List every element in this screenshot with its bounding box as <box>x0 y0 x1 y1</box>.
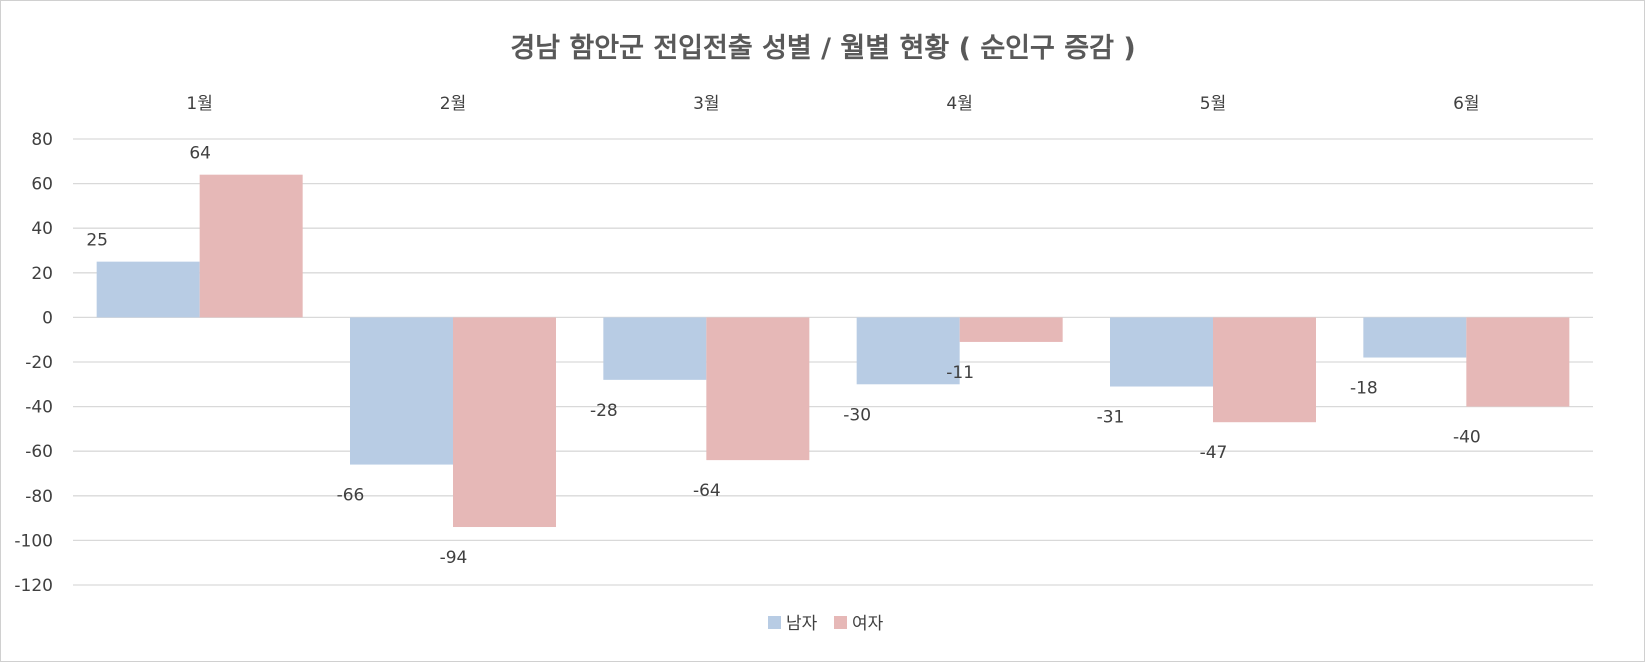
data-label: -40 <box>1453 428 1481 448</box>
bar <box>856 317 960 385</box>
y-tick-label: 60 <box>31 175 53 195</box>
category-label: 1월 <box>186 94 212 114</box>
data-label: -30 <box>843 405 871 425</box>
y-tick-label: -100 <box>14 531 53 551</box>
legend-swatch <box>768 616 781 629</box>
y-tick-label: -20 <box>25 353 53 373</box>
category-label: 4월 <box>946 94 972 114</box>
data-label: -94 <box>440 548 468 568</box>
category-label: 6월 <box>1453 94 1479 114</box>
data-label: -66 <box>337 486 365 506</box>
y-axis-ticks: 80 60 40 20 0 -20 -40 -60 -80 -100 -120 <box>14 130 53 596</box>
bar <box>350 317 453 465</box>
data-label: -11 <box>946 363 974 383</box>
bar <box>706 317 810 461</box>
y-tick-label: 80 <box>31 130 53 150</box>
bar <box>1466 317 1570 407</box>
y-tick-label: -60 <box>25 442 53 462</box>
bar <box>1110 317 1213 387</box>
y-tick-label: 0 <box>42 308 53 328</box>
data-label: 64 <box>189 144 211 164</box>
data-label: -18 <box>1350 379 1378 399</box>
legend-swatch <box>834 616 847 629</box>
category-label: 2월 <box>440 94 466 114</box>
data-label: -47 <box>1200 443 1228 463</box>
bar <box>96 261 200 318</box>
y-tick-label: -40 <box>25 398 53 418</box>
legend: 남자 여자 <box>768 614 884 634</box>
bar <box>1363 317 1467 358</box>
data-label: -64 <box>693 481 721 501</box>
bar <box>453 317 556 528</box>
y-tick-label: 20 <box>31 264 53 284</box>
legend-label: 남자 <box>786 614 818 634</box>
category-label: 5월 <box>1200 94 1226 114</box>
category-labels: 1월 2월 3월 4월 5월 6월 <box>186 94 1479 114</box>
bar <box>603 317 707 380</box>
gridlines <box>73 138 1593 586</box>
data-labels: 25 64 -66 -94 -28 -64 -30 -11 -31 -47 -18 -40 <box>86 144 1480 568</box>
bar <box>959 317 1063 342</box>
bar <box>1213 317 1316 423</box>
chart-title: 경남 함안군 전입전출 성별 / 월별 현황 ( 순인구 증감 ) <box>510 33 1135 64</box>
legend-label: 여자 <box>852 614 884 634</box>
y-tick-label: -80 <box>25 487 53 507</box>
data-label: -31 <box>1097 408 1125 428</box>
category-label: 3월 <box>693 94 719 114</box>
y-tick-label: -120 <box>14 576 53 596</box>
bar <box>199 174 303 318</box>
data-label: 25 <box>86 231 108 251</box>
bars <box>96 174 1570 528</box>
y-tick-label: 40 <box>31 219 53 239</box>
data-label: -28 <box>590 401 618 421</box>
